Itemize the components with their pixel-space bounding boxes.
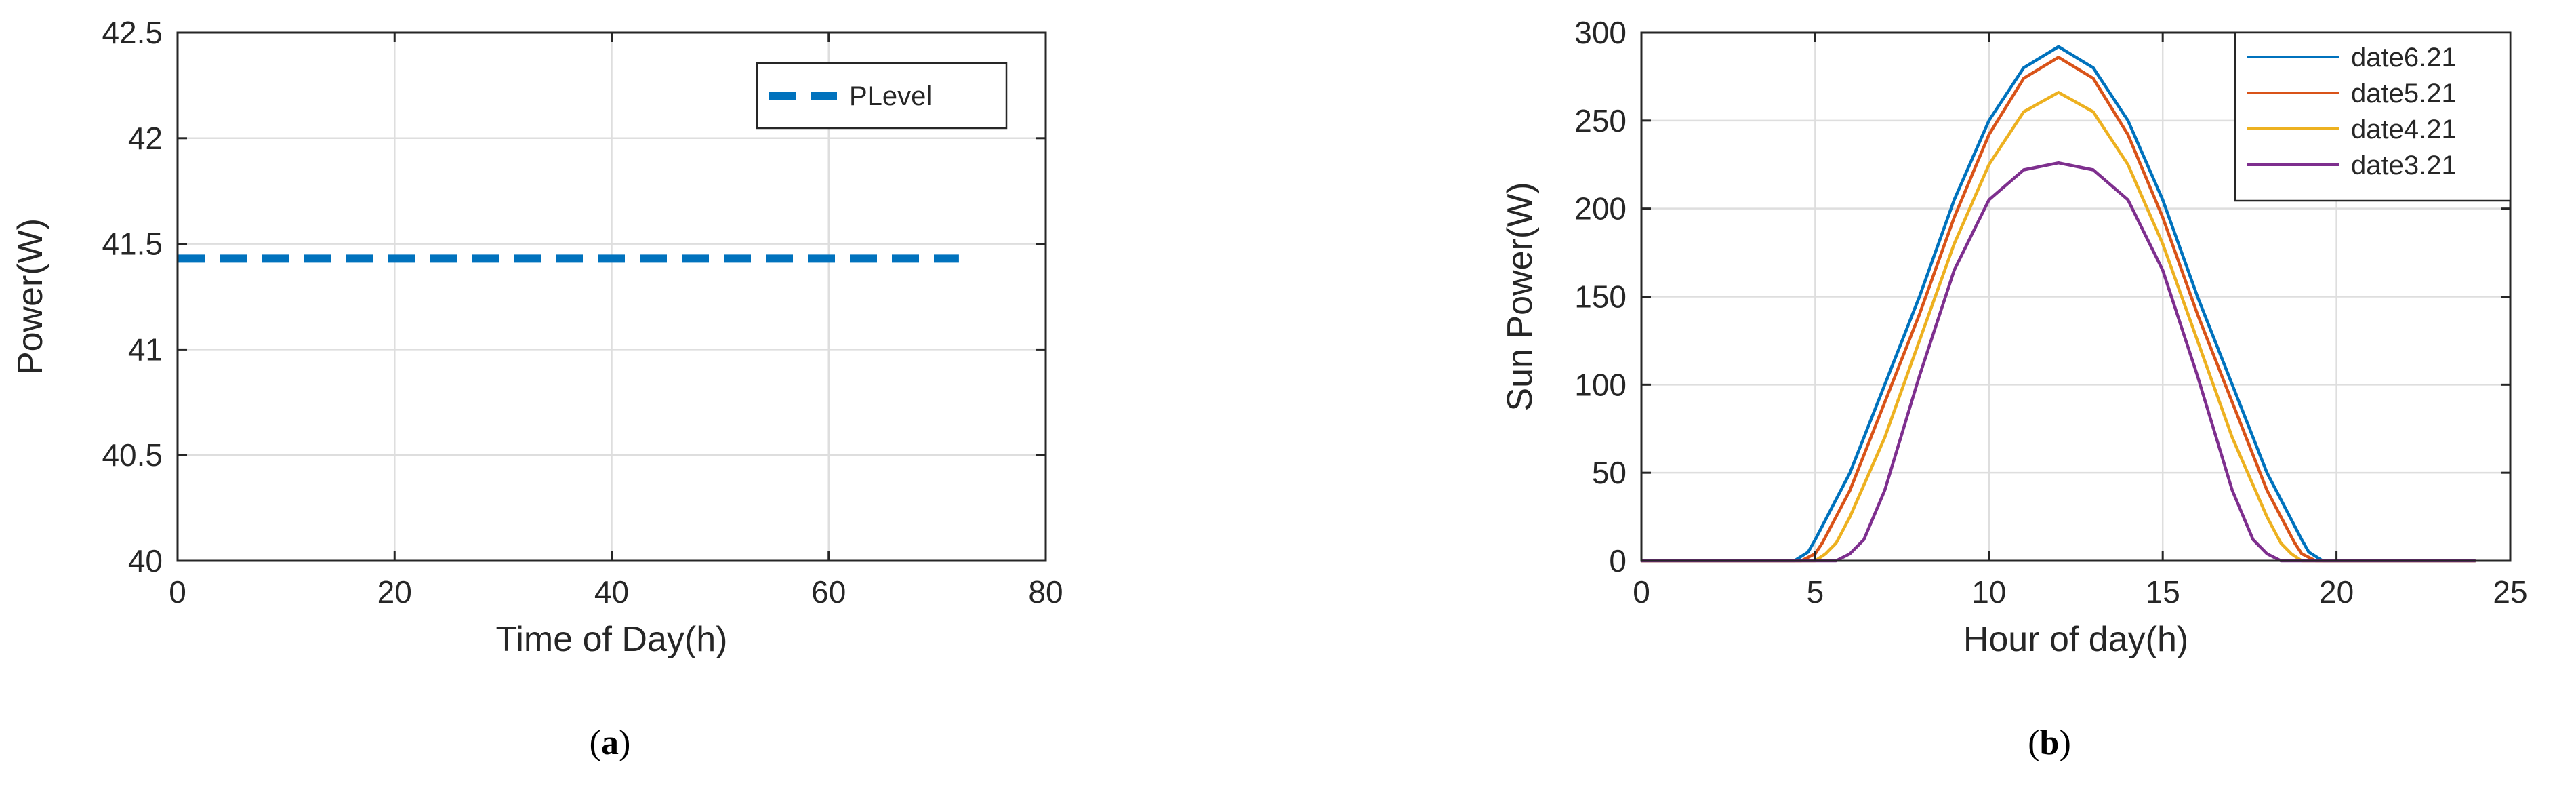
y-tick-label: 42 bbox=[128, 121, 163, 156]
y-tick-label: 0 bbox=[1609, 543, 1627, 578]
caption-a-open: ( bbox=[590, 724, 601, 762]
x-tick-label: 20 bbox=[2319, 574, 2354, 610]
x-axis-label: Hour of day(h) bbox=[1963, 620, 2188, 659]
panel-b-caption: (b) bbox=[2028, 724, 2071, 762]
caption-b-letter: b bbox=[2040, 724, 2060, 762]
caption-b-open: ( bbox=[2028, 724, 2039, 762]
caption-a-letter: a bbox=[601, 724, 619, 762]
x-tick-label: 10 bbox=[1971, 574, 2006, 610]
series-line-date6.21 bbox=[1641, 45, 2476, 563]
caption-b-close: ) bbox=[2059, 724, 2070, 762]
legend-label-date6.21: date6.21 bbox=[2351, 43, 2457, 73]
x-axis-label: Time of Day(h) bbox=[496, 620, 728, 659]
y-tick-label: 150 bbox=[1574, 279, 1627, 315]
legend-label-PLevel: PLevel bbox=[849, 81, 932, 111]
x-tick-label: 5 bbox=[1807, 574, 1824, 610]
y-tick-label: 41 bbox=[128, 332, 163, 367]
panel-a-chart: 0 20 40 60 80 40 40.5 41 41.5 42 42.5 Time of Day(h… bbox=[11, 15, 1063, 659]
x-tick-label: 0 bbox=[169, 574, 186, 610]
panel-a-caption: (a) bbox=[590, 724, 631, 762]
x-tick-label: 15 bbox=[2146, 574, 2180, 610]
legend-box bbox=[2234, 31, 2512, 202]
y-tick-label: 40 bbox=[128, 543, 163, 578]
x-tick-label: 80 bbox=[1028, 574, 1063, 610]
y-axis-label: Sun Power(W) bbox=[1500, 182, 1540, 411]
y-axis-label: Power(W) bbox=[11, 218, 50, 375]
x-tick-label: 60 bbox=[811, 574, 846, 610]
x-tick-label: 40 bbox=[594, 574, 629, 610]
y-tick-label: 300 bbox=[1574, 15, 1627, 50]
x-tick-label: 25 bbox=[2493, 574, 2527, 610]
y-tick-label: 50 bbox=[1592, 455, 1627, 490]
legend-label-date4.21: date4.21 bbox=[2351, 115, 2457, 144]
legend-label-date3.21: date3.21 bbox=[2351, 151, 2457, 180]
y-tick-label: 42.5 bbox=[102, 15, 163, 50]
y-tick-label: 250 bbox=[1574, 103, 1627, 138]
y-tick-label: 100 bbox=[1574, 367, 1627, 402]
y-tick-label: 41.5 bbox=[102, 226, 163, 262]
series-line-date4.21 bbox=[1641, 91, 2476, 563]
x-tick-label: 0 bbox=[1633, 574, 1650, 610]
y-tick-label: 200 bbox=[1574, 191, 1627, 226]
legend-label-date5.21: date5.21 bbox=[2351, 79, 2457, 108]
series-line-date5.21 bbox=[1641, 56, 2476, 563]
x-tick-label: 20 bbox=[377, 574, 412, 610]
series-line-date3.21 bbox=[1641, 161, 2476, 563]
y-tick-label: 40.5 bbox=[102, 437, 163, 473]
caption-a-close: ) bbox=[619, 724, 630, 762]
legend-box bbox=[756, 62, 1008, 130]
